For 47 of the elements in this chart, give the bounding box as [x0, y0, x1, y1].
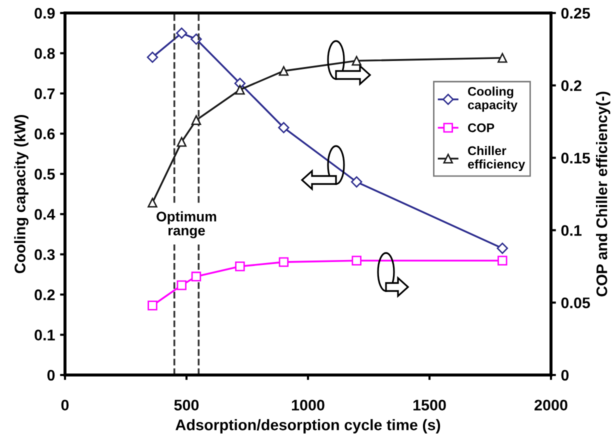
point [352, 56, 362, 66]
point [278, 257, 289, 267]
y2-axis-title: COP and Chiller efficiency(-) [596, 92, 610, 296]
point [498, 256, 508, 266]
point [352, 256, 362, 266]
x-tick-label: 500 [174, 400, 199, 411]
point [176, 137, 186, 147]
point [176, 280, 186, 290]
point [350, 176, 362, 188]
y-tick-label: 0.9 [34, 8, 55, 19]
x-axis-title: Adsorption/desorption cycle time (s) [176, 419, 440, 434]
legend-label: COP [468, 123, 494, 132]
point [235, 262, 245, 272]
y-tick-label: 0 [47, 370, 55, 381]
y-tick-label: 0.1 [34, 330, 55, 340]
point [191, 115, 202, 126]
point [148, 198, 158, 208]
x-tick-label: 1000 [292, 400, 324, 411]
y2-tick-label: 0.25 [561, 8, 590, 19]
legend-label: Chiller efficiency [468, 146, 526, 172]
point [278, 122, 290, 134]
y-tick-label: 0.7 [34, 88, 55, 100]
point [498, 53, 508, 63]
y-tick-label: 0.5 [34, 168, 55, 180]
y2-tick-label: 0.15 [561, 152, 590, 164]
point [146, 52, 158, 63]
annotation: Optimum range [156, 211, 216, 238]
point [176, 28, 188, 39]
y-axis-title: Cooling capacity (kW) [14, 114, 28, 274]
x-tick-label: 1500 [413, 400, 446, 411]
point [278, 66, 289, 76]
y2-tick-label: 0.2 [561, 80, 582, 92]
y-tick-label: 0.4 [34, 208, 56, 220]
point [235, 84, 245, 95]
point [496, 242, 508, 254]
y-tick-label: 0.6 [34, 128, 55, 140]
y-tick-label: 0.3 [34, 249, 55, 260]
x-tick-label: 2000 [534, 400, 568, 411]
y-tick-label: 0.8 [34, 48, 55, 59]
y2-tick-label: 0 [561, 370, 569, 381]
point [191, 272, 202, 282]
point [148, 300, 158, 310]
y2-tick-label: 0.05 [561, 297, 590, 308]
x-tick-label: 0 [61, 400, 69, 411]
legend-label: Cooling capacity [468, 86, 518, 112]
y2-tick-label: 0.1 [561, 225, 582, 236]
y-tick-label: 0.2 [34, 289, 55, 300]
